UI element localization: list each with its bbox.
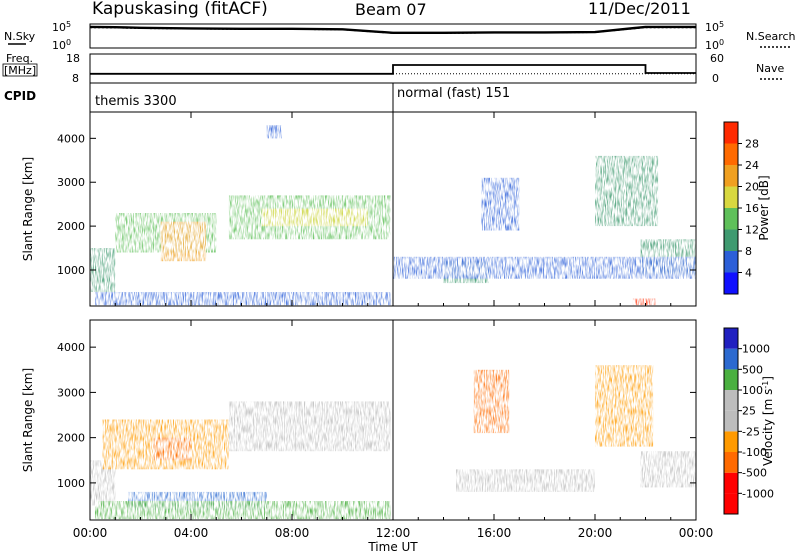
velocity-echo-region	[473, 369, 510, 434]
time-tick-label: 00:00	[73, 526, 108, 540]
sky-right-tick-top: 105	[705, 20, 724, 34]
freq-left-label: Freq.	[6, 52, 33, 65]
power-ytick-label: 4000	[57, 132, 85, 145]
velocity-echo-region	[95, 501, 391, 520]
power-ytick-label: 2000	[57, 220, 85, 233]
beam-label: Beam 07	[355, 0, 427, 19]
sky-panel: N.Sky 105 100 105 100 N.Search	[4, 20, 796, 52]
power-ytick-label: 3000	[57, 176, 85, 189]
sky-left-label: N.Sky	[4, 30, 36, 43]
power-colorbar-label: Power [dB]	[757, 175, 771, 240]
freq-panel: Freq. [MHz] 18 8 60 0 Nave	[2, 52, 784, 85]
velocity-colorbar-tick-label: -25	[742, 425, 760, 438]
date-label: 11/Dec/2011	[588, 0, 691, 18]
power-echo-region	[632, 298, 656, 306]
power-ylabel: Slant Range [km]	[21, 157, 35, 261]
time-tick-label: 04:00	[174, 526, 209, 540]
velocity-ytick-label: 2000	[57, 432, 85, 445]
velocity-ytick-label: 4000	[57, 341, 85, 354]
power-colorbar-tick-label: 12	[745, 224, 759, 237]
power-echo-region	[393, 256, 696, 279]
velocity-echo-region	[456, 469, 595, 492]
freq-left-unit: [MHz]	[4, 64, 36, 77]
power-colorbar-tick-label: 20	[745, 181, 759, 194]
velocity-colorbar-tick-label: 100	[742, 384, 763, 397]
velocity-ytick-label: 3000	[57, 386, 85, 399]
power-colorbar-swatch	[724, 143, 738, 165]
time-tick-label: 16:00	[477, 526, 512, 540]
sky-series-nsky	[89, 25, 696, 34]
velocity-echo-region	[153, 437, 191, 461]
cpid-label: CPID	[4, 89, 36, 103]
velocity-colorbar-swatch	[724, 493, 738, 514]
power-colorbar-tick-label: 4	[745, 267, 752, 280]
station-title: Kapuskasing (fitACF)	[92, 0, 268, 19]
velocity-colorbar-tick-label: -1000	[742, 487, 774, 500]
velocity-colorbar-tick-label: 1000	[742, 343, 770, 356]
velocity-colorbar-swatch	[724, 410, 738, 432]
power-colorbar-tick-label: 28	[745, 138, 759, 151]
freq-left-tick-bottom: 8	[72, 72, 79, 85]
velocity-panel: 1000 2000 3000 4000 00:00 04:00 08:00 12:00 16:…	[21, 319, 714, 554]
velocity-colorbar-label: Velocity [m s-1]	[761, 376, 775, 466]
cpid-row: CPID themis 3300 normal (fast) 151	[4, 83, 510, 112]
power-colorbar-swatch	[724, 208, 738, 230]
power-echo-region	[481, 177, 520, 231]
power-colorbar: 4 8 12 16 20 24 28 Power [dB]	[723, 121, 771, 295]
power-ytick-label: 1000	[57, 264, 85, 277]
velocity-ytick-label: 1000	[57, 477, 85, 490]
power-colorbar-swatch	[724, 251, 738, 273]
cpid-segment-1: themis 3300	[95, 94, 177, 109]
sky-left-tick-top: 105	[52, 20, 71, 34]
time-tick-label: 08:00	[275, 526, 310, 540]
velocity-echo-region	[640, 451, 696, 488]
power-colorbar-swatch	[724, 122, 738, 144]
sky-right-tick-bottom: 100	[705, 38, 724, 52]
velocity-colorbar-swatch	[724, 472, 738, 494]
power-colorbar-swatch	[724, 165, 738, 187]
time-axis-label: Time UT	[367, 540, 418, 554]
power-colorbar-swatch	[724, 229, 738, 251]
velocity-colorbar-swatch	[724, 369, 738, 390]
velocity-colorbar-tick-label: -100	[742, 446, 767, 459]
power-echo-region	[261, 208, 368, 227]
velocity-colorbar-tick-label: 25	[742, 405, 756, 418]
power-colorbar-swatch	[724, 272, 738, 294]
power-colorbar-swatch	[724, 186, 738, 208]
velocity-echo-region	[228, 401, 391, 452]
sky-series-nsearch	[89, 27, 696, 34]
freq-right-tick-bottom: 0	[712, 72, 719, 85]
velocity-colorbar: -1000 -500 -100 -25 25 100 500 1000 Velocity [m…	[723, 327, 775, 515]
velocity-colorbar-tick-label: -500	[742, 467, 767, 480]
sky-left-tick-bottom: 100	[52, 38, 71, 52]
power-echo-region	[95, 292, 391, 306]
velocity-colorbar-swatch	[724, 431, 738, 452]
power-colorbar-tick-label: 8	[745, 245, 752, 258]
time-tick-label: 00:00	[679, 526, 714, 540]
freq-right-label: Nave	[756, 62, 784, 75]
sky-right-label: N.Search	[746, 30, 796, 43]
velocity-colorbar-swatch	[724, 452, 738, 473]
velocity-colorbar-tick-label: 500	[742, 363, 763, 376]
velocity-colorbar-swatch	[724, 348, 738, 370]
velocity-colorbar-swatch	[724, 328, 738, 349]
power-colorbar-tick-label: 16	[745, 202, 759, 215]
cpid-segment-2: normal (fast) 151	[397, 86, 510, 101]
freq-left-tick-top: 18	[66, 52, 80, 65]
time-tick-label: 20:00	[578, 526, 613, 540]
power-echo-region	[595, 155, 659, 227]
power-echo-region	[266, 125, 282, 139]
velocity-echo-region	[595, 365, 654, 447]
power-echo-region	[160, 221, 207, 262]
power-panel: 1000 2000 3000 4000 Slant Range [km]	[21, 111, 697, 307]
power-colorbar-tick-label: 24	[745, 159, 759, 172]
velocity-ylabel: Slant Range [km]	[21, 368, 35, 472]
time-tick-label: 12:00	[376, 526, 411, 540]
velocity-colorbar-swatch	[724, 390, 738, 411]
nave-series	[90, 64, 696, 75]
freq-right-tick-top: 60	[710, 52, 724, 65]
